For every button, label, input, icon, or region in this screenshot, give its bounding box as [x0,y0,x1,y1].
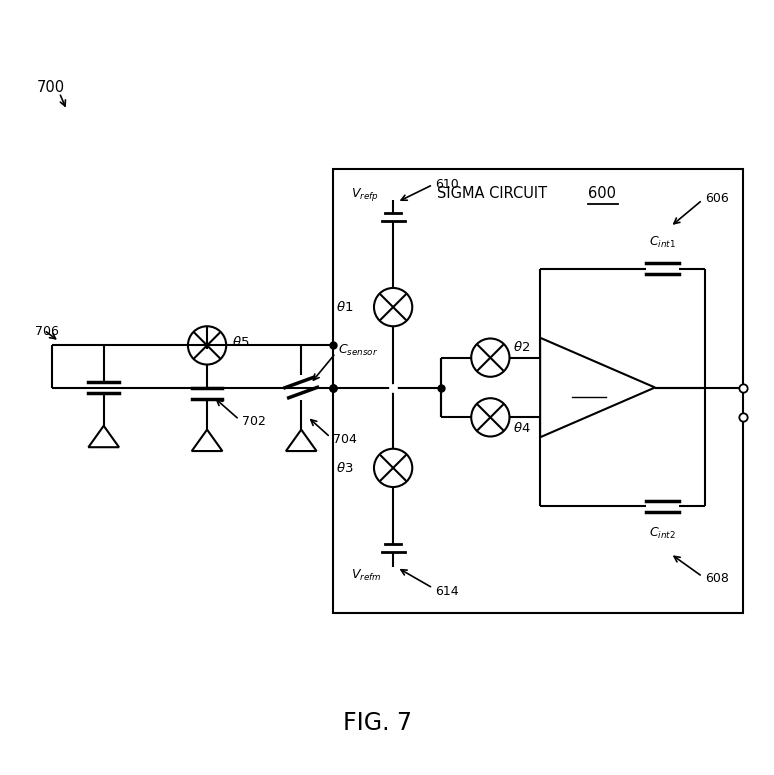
Text: 604: 604 [577,377,601,390]
Text: $\theta$1: $\theta$1 [336,300,353,314]
Text: $C_{int1}$: $C_{int1}$ [649,235,676,250]
Text: FIG. 7: FIG. 7 [343,711,412,735]
Text: 614: 614 [435,585,459,598]
Text: 600: 600 [587,186,615,202]
Text: $\theta$3: $\theta$3 [336,461,353,475]
Text: $\theta$2: $\theta$2 [513,339,530,354]
Polygon shape [540,338,655,437]
Text: 700: 700 [36,80,64,95]
Text: SIGMA CIRCUIT: SIGMA CIRCUIT [437,186,552,202]
Text: $V_{refm}$: $V_{refm}$ [351,567,382,583]
Text: 706: 706 [35,325,59,338]
Text: $\theta$4: $\theta$4 [513,421,531,436]
Text: $C_{sensor}$: $C_{sensor}$ [338,343,378,358]
Text: 610: 610 [435,178,459,191]
Text: 608: 608 [705,573,728,585]
Text: $C_{int2}$: $C_{int2}$ [649,525,676,540]
Text: 606: 606 [705,192,728,205]
Text: 704: 704 [333,433,357,446]
FancyBboxPatch shape [334,169,743,613]
Text: 702: 702 [241,415,265,429]
Text: $\theta$5: $\theta$5 [231,335,249,349]
Text: $V_{refp}$: $V_{refp}$ [351,186,378,203]
